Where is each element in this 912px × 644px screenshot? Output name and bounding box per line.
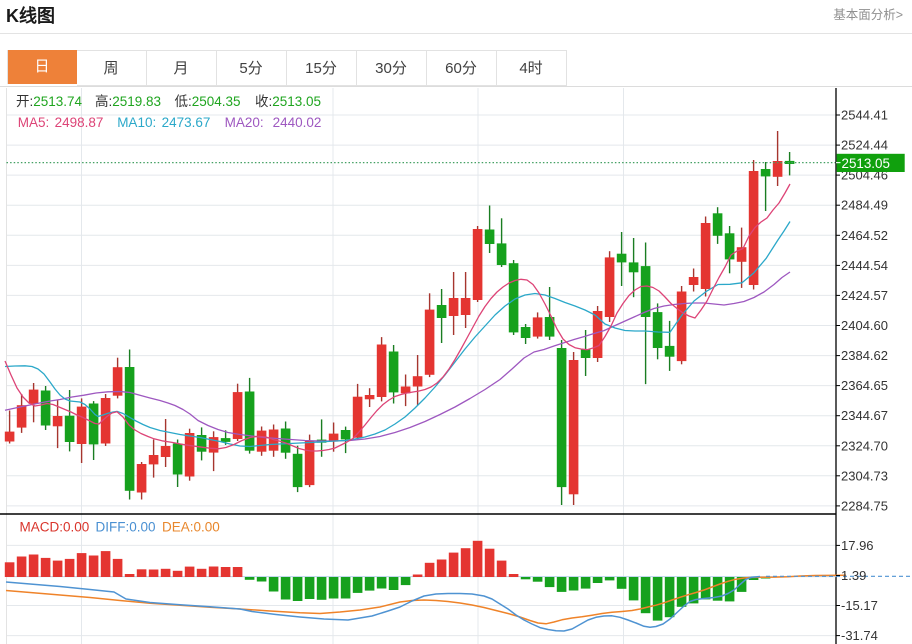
svg-text:2524.44: 2524.44 [841,138,888,153]
svg-text:DEA:0.00: DEA:0.00 [162,520,220,535]
svg-text:2424.57: 2424.57 [841,288,888,303]
svg-text:收:2513.05: 收:2513.05 [255,94,321,109]
svg-text:17.96: 17.96 [841,538,874,553]
svg-text:MA5:: MA5: [18,115,50,130]
svg-text:2284.75: 2284.75 [841,498,888,513]
svg-text:MA10:: MA10: [117,115,156,130]
svg-text:2364.65: 2364.65 [841,378,888,393]
svg-text:2464.52: 2464.52 [841,228,888,243]
svg-text:2404.60: 2404.60 [841,318,888,333]
svg-text:MACD:0.00: MACD:0.00 [20,520,90,535]
svg-text:高:2519.83: 高:2519.83 [95,93,161,109]
svg-text:2304.73: 2304.73 [841,468,888,483]
svg-text:2324.70: 2324.70 [841,438,888,453]
svg-text:MA20:: MA20: [225,115,264,130]
svg-text:2444.54: 2444.54 [841,258,888,273]
svg-text:1.39: 1.39 [841,568,866,583]
svg-text:2384.62: 2384.62 [841,348,888,363]
svg-text:低:2504.35: 低:2504.35 [175,94,241,109]
svg-text:开:2513.74: 开:2513.74 [16,94,83,109]
svg-text:2513.05: 2513.05 [842,156,890,171]
svg-text:2484.49: 2484.49 [841,198,888,213]
svg-text:2544.41: 2544.41 [841,108,888,123]
svg-text:2440.02: 2440.02 [273,115,322,130]
svg-text:-15.17: -15.17 [841,598,878,613]
svg-text:2498.87: 2498.87 [55,115,104,130]
svg-text:-31.74: -31.74 [841,628,878,643]
svg-text:2344.67: 2344.67 [841,408,888,423]
svg-text:DIFF:0.00: DIFF:0.00 [96,520,156,535]
svg-text:2473.67: 2473.67 [162,115,211,130]
